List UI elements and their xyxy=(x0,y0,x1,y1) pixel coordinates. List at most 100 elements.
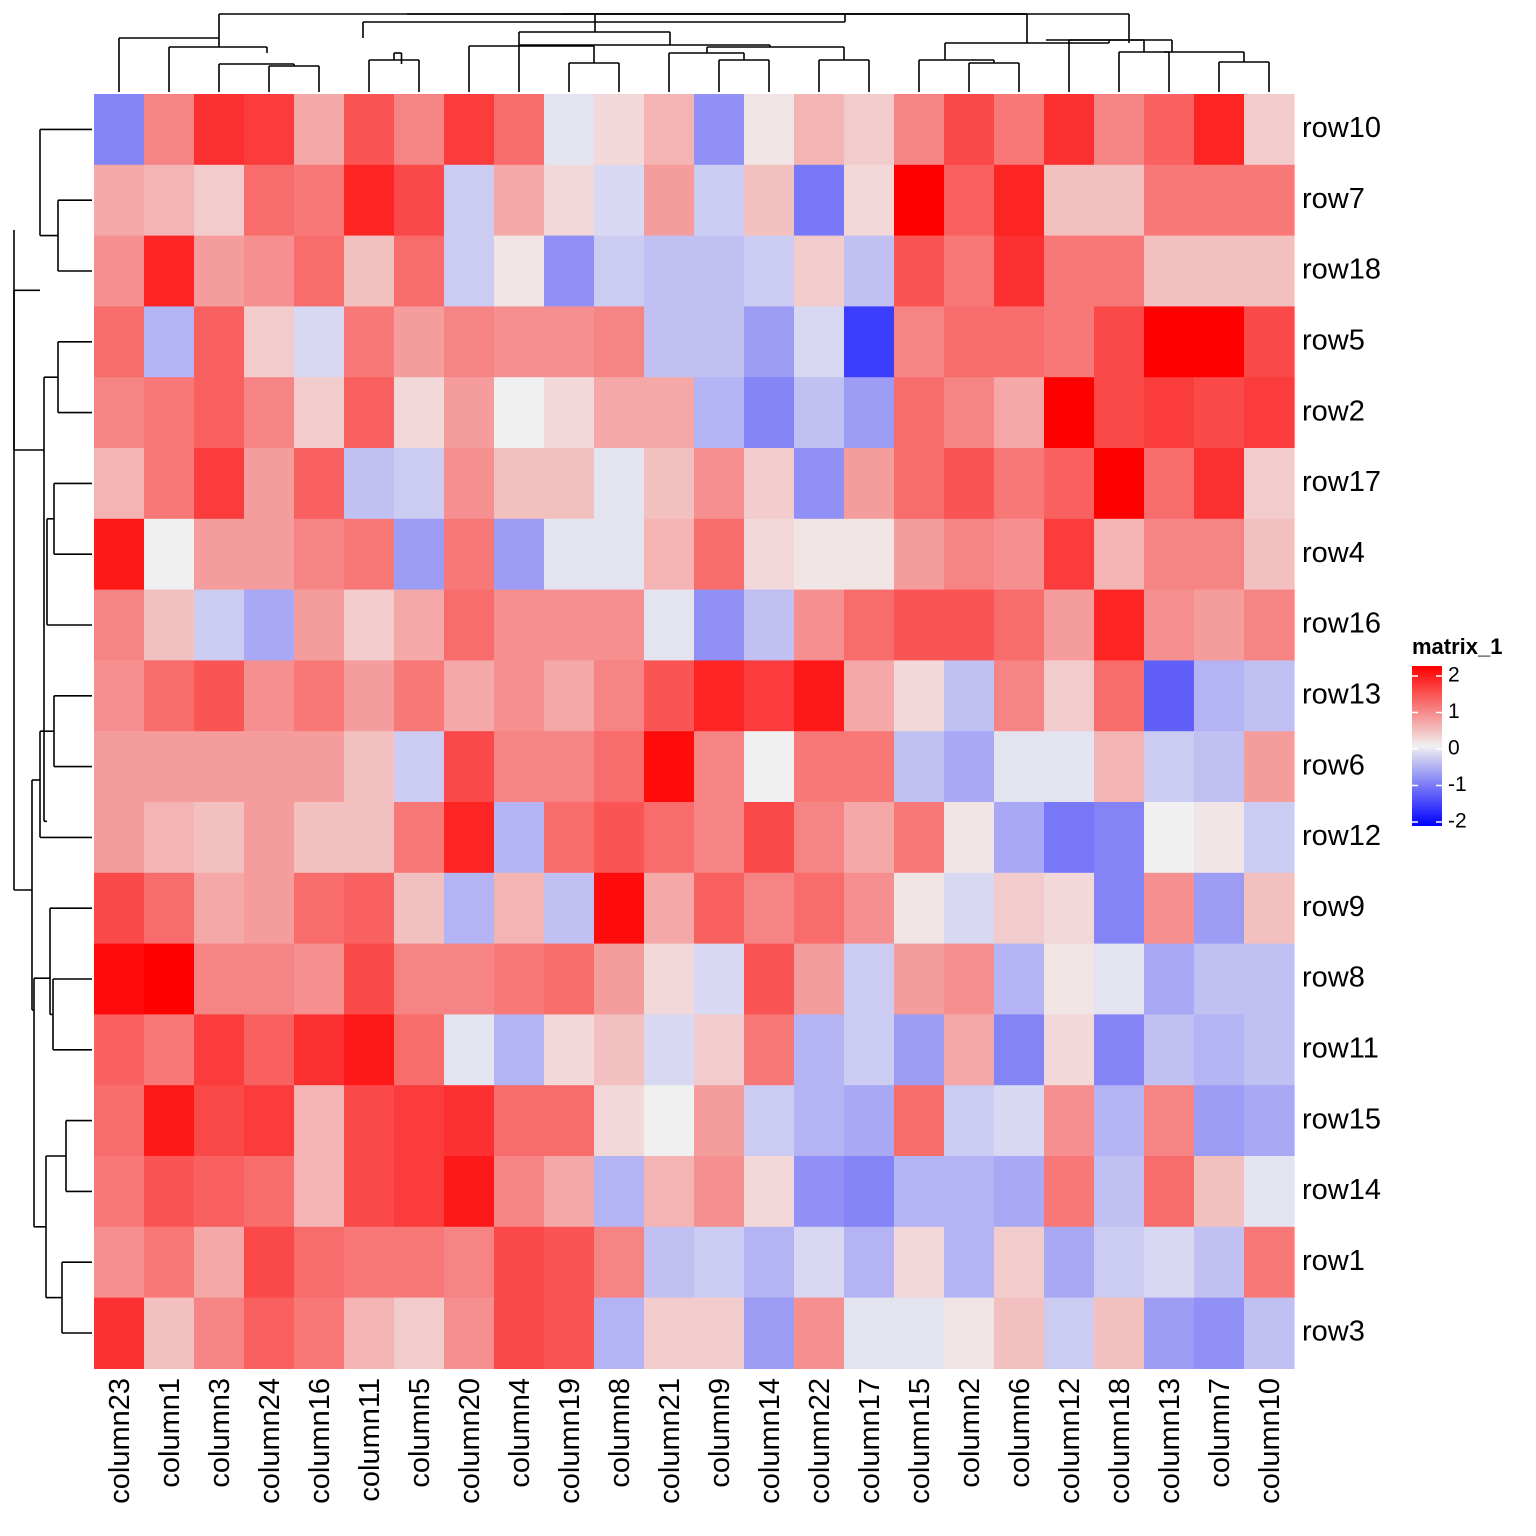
heatmap-cell xyxy=(844,518,895,591)
column-label: column13 xyxy=(1154,1378,1186,1504)
heatmap-cell xyxy=(194,1085,245,1157)
heatmap-cell xyxy=(744,1085,795,1157)
heatmap-cell xyxy=(944,1226,995,1299)
heatmap-cell xyxy=(944,731,995,803)
heatmap-cell xyxy=(944,94,995,166)
heatmap-cell xyxy=(694,1156,745,1228)
heatmap-cell xyxy=(644,1014,695,1086)
row-label: row13 xyxy=(1302,678,1381,710)
heatmap-cell xyxy=(694,235,745,307)
heatmap-cell xyxy=(994,1156,1045,1228)
heatmap-cell xyxy=(494,1226,545,1299)
heatmap-cell xyxy=(594,235,645,307)
column-label: column7 xyxy=(1204,1378,1236,1488)
heatmap-cell xyxy=(594,1226,645,1299)
heatmap-cell xyxy=(94,235,145,307)
heatmap-cell xyxy=(944,1297,995,1369)
heatmap-cell xyxy=(944,518,995,591)
row-label: row15 xyxy=(1302,1103,1381,1135)
heatmap-cell xyxy=(544,1085,595,1157)
heatmap-cell xyxy=(344,94,395,166)
heatmap-cell xyxy=(1144,802,1195,874)
heatmap-cell xyxy=(694,660,745,732)
heatmap-cell xyxy=(644,235,695,307)
heatmap-cell xyxy=(1144,731,1195,803)
heatmap-cell xyxy=(444,1226,495,1299)
column-label: column14 xyxy=(754,1378,786,1504)
heatmap-cell xyxy=(94,94,145,166)
heatmap-cell xyxy=(344,660,395,732)
heatmap-cell xyxy=(244,802,295,874)
heatmap-cell xyxy=(244,518,295,591)
heatmap-cell xyxy=(844,1085,895,1157)
heatmap-cell xyxy=(644,802,695,874)
heatmap-cell xyxy=(194,94,245,166)
heatmap-cell xyxy=(594,377,645,449)
heatmap-cell xyxy=(594,731,645,803)
heatmap-cell xyxy=(1144,872,1195,945)
row-label: row2 xyxy=(1302,395,1365,427)
heatmap-cell xyxy=(444,164,495,237)
heatmap-cell xyxy=(694,802,745,874)
heatmap-cell xyxy=(694,448,745,520)
heatmap-cell xyxy=(244,731,295,803)
row-label: row14 xyxy=(1302,1174,1381,1206)
heatmap-cell xyxy=(444,872,495,945)
heatmap-cell xyxy=(194,306,245,378)
heatmap-cell xyxy=(744,1156,795,1228)
heatmap-cell xyxy=(1194,589,1245,661)
heatmap-cell xyxy=(94,1014,145,1086)
heatmap-cell xyxy=(944,306,995,378)
heatmap-cell xyxy=(1244,872,1295,945)
heatmap-cell xyxy=(694,1297,745,1369)
heatmap-cell xyxy=(1194,943,1245,1015)
heatmap-cell xyxy=(244,306,295,378)
heatmap-cell xyxy=(444,306,495,378)
heatmap-cell xyxy=(894,518,945,591)
heatmap-cell xyxy=(444,235,495,307)
heatmap-cell xyxy=(444,448,495,520)
heatmap-cell xyxy=(1194,872,1245,945)
column-label: column12 xyxy=(1054,1378,1086,1504)
heatmap-cell xyxy=(344,235,395,307)
heatmap-cell xyxy=(294,518,345,591)
legend-tick-label: 1 xyxy=(1448,700,1460,723)
heatmap-cell xyxy=(544,802,595,874)
heatmap-cell xyxy=(144,731,195,803)
heatmap-cell xyxy=(1194,235,1245,307)
heatmap-cell xyxy=(744,731,795,803)
heatmap-cell xyxy=(1144,235,1195,307)
heatmap-cell xyxy=(194,802,245,874)
heatmap-cell xyxy=(794,731,845,803)
heatmap-cell xyxy=(1244,943,1295,1015)
heatmap-cell xyxy=(1094,872,1145,945)
heatmap-cell xyxy=(1194,518,1245,591)
heatmap-cell xyxy=(394,802,445,874)
heatmap-cell xyxy=(1244,1297,1295,1369)
heatmap-cell xyxy=(194,1297,245,1369)
column-label: column8 xyxy=(604,1378,636,1488)
heatmap-cell xyxy=(744,377,795,449)
heatmap-cell xyxy=(994,1085,1045,1157)
heatmap-cell xyxy=(344,872,395,945)
heatmap-cell xyxy=(744,1226,795,1299)
heatmap-cell xyxy=(944,660,995,732)
heatmap-cell xyxy=(244,164,295,237)
heatmap-cell xyxy=(994,1297,1045,1369)
heatmap-cell xyxy=(344,306,395,378)
heatmap-cell xyxy=(744,235,795,307)
heatmap-cell xyxy=(744,589,795,661)
heatmap-cell xyxy=(94,731,145,803)
heatmap-cell xyxy=(444,943,495,1015)
heatmap-cell xyxy=(1144,589,1195,661)
heatmap-cell xyxy=(544,660,595,732)
color-legend: matrix_1 2 1 0 -1 -2 xyxy=(1412,634,1503,833)
heatmap-cell xyxy=(294,377,345,449)
heatmap-cell xyxy=(294,1085,345,1157)
heatmap-cell xyxy=(994,306,1045,378)
column-label: column11 xyxy=(354,1378,386,1502)
row-dendrogram xyxy=(13,128,92,1334)
heatmap-cell xyxy=(744,94,795,166)
heatmap-cell xyxy=(894,1226,945,1299)
heatmap-cell xyxy=(794,1297,845,1369)
